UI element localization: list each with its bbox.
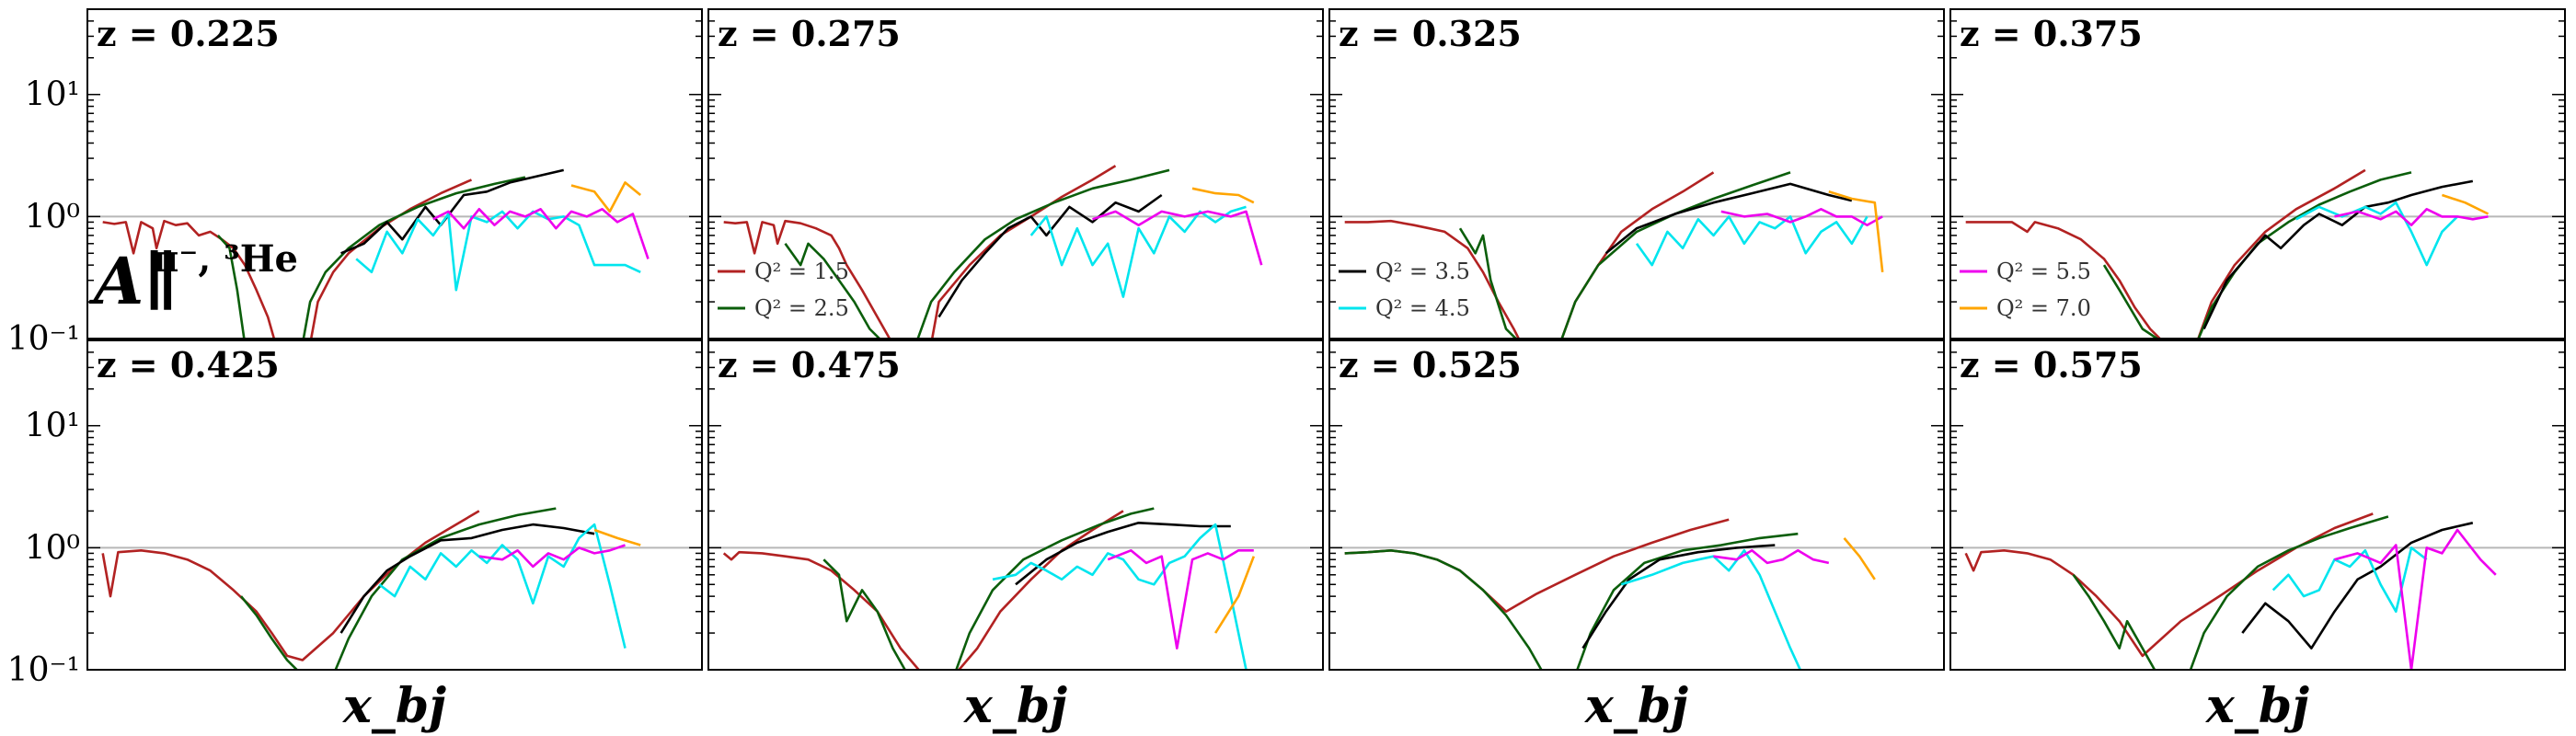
series-line-q2-4.5 — [355, 210, 641, 292]
panel-4: z = 0.375 — [1949, 8, 2566, 339]
series-line-q2-4.5 — [992, 523, 1248, 670]
series-line-q2-2.5 — [239, 507, 557, 670]
series-line-q2-5.5 — [1720, 208, 1883, 226]
panel-z-label: z = 0.375 — [1960, 13, 2143, 54]
series-line-q2-7.0 — [1191, 187, 1255, 204]
series-line-q2-4.5 — [378, 523, 627, 649]
panel-z-label: z = 0.475 — [718, 344, 901, 385]
panel-5: z = 0.425 — [86, 339, 703, 671]
panel-z-label: z = 0.575 — [1960, 344, 2143, 385]
series-line-q2-2.5 — [1344, 532, 1799, 670]
y-tick-labels: 10⁻¹ 10⁰ 10¹ 10⁻¹ 10⁰ 10¹ — [7, 76, 80, 689]
series-line-q2-7.0 — [1843, 537, 1876, 581]
series-line-q2-7.0 — [1828, 190, 1884, 272]
series-line-q2-3.5 — [937, 193, 1163, 318]
series-line-q2-3.5 — [339, 523, 595, 634]
legend-label: Q² = 1.5 — [754, 259, 849, 284]
panel-z-label: z = 0.525 — [1339, 344, 1522, 385]
series-line-q2-1.5 — [101, 510, 480, 661]
series-line-q2-3.5 — [1015, 522, 1231, 586]
series-line-q2-4.5 — [1635, 215, 1869, 267]
panel-frame — [86, 339, 703, 671]
panel-6: z = 0.475 — [707, 339, 1324, 671]
series-line-q2-1.5 — [102, 178, 473, 339]
legend-label: Q² = 3.5 — [1375, 259, 1470, 284]
panel-z-label: z = 0.425 — [97, 344, 280, 385]
series-line-q2-1.5 — [1964, 512, 2374, 658]
series-line-q2-7.0 — [1213, 556, 1256, 634]
legend-entry: Q² = 3.5 — [1339, 259, 1470, 284]
series-line-q2-7.0 — [593, 528, 641, 546]
x-axis-label: x_bj — [2205, 678, 2309, 734]
series-line-q2-4.5 — [2295, 201, 2459, 267]
panel-z-label: z = 0.225 — [97, 13, 280, 54]
series-line-q2-2.5 — [2072, 515, 2389, 670]
series-line-q2-2.5 — [1458, 171, 1791, 339]
series-line-q2-5.5 — [1092, 210, 1263, 266]
series-line-q2-2.5 — [784, 168, 1170, 339]
series-line-q2-5.5 — [1713, 549, 1830, 565]
x-axis-label: x_bj — [1584, 678, 1688, 734]
observable-superscript: π⁻, ³He — [152, 237, 298, 281]
series-line-q2-5.5 — [1107, 549, 1254, 650]
panel-8: z = 0.575 — [1949, 339, 2566, 671]
legend-label: Q² = 7.0 — [1996, 295, 2091, 321]
x-axis-label: x_bj — [342, 678, 446, 734]
series-line-q2-4.5 — [1620, 549, 1802, 670]
legend-entry: Q² = 1.5 — [718, 259, 849, 284]
series-line-q2-5.5 — [432, 208, 650, 259]
panel-1: z = 0.225 — [86, 8, 703, 339]
series-line-q2-3.5 — [1604, 182, 1853, 255]
series-line-q2-5.5 — [2334, 208, 2489, 226]
legend-entry: Q² = 7.0 — [1960, 295, 2091, 321]
series-line-q2-2.5 — [822, 507, 1155, 670]
panel-frame — [707, 8, 1324, 339]
x-axis-label: x_bj — [963, 678, 1067, 734]
y-tick-label: 10⁰ — [25, 529, 80, 567]
legend: Q² = 1.5 Q² = 2.5 Q² = 3.5 Q² = 4.5 Q² = 5.5… — [718, 259, 2091, 321]
legend-label: Q² = 4.5 — [1375, 295, 1470, 321]
series-line-q2-2.5 — [216, 176, 526, 339]
series-line-q2-1.5 — [1965, 168, 2366, 339]
legend-label: Q² = 2.5 — [754, 295, 849, 321]
y-tick-label: 10¹ — [25, 408, 80, 445]
series-line-q2-3.5 — [1581, 544, 1776, 650]
series-line-q2-7.0 — [570, 181, 642, 213]
panel-2: z = 0.275 — [707, 8, 1324, 339]
panel-7: z = 0.525 — [1328, 339, 1945, 671]
panel-frame — [1949, 8, 2566, 339]
panel-frame — [86, 8, 703, 339]
series-line-q2-7.0 — [2441, 193, 2490, 215]
observable-main: A∥ — [88, 243, 178, 319]
series-line-q2-1.5 — [1344, 518, 1730, 613]
panel-z-label: z = 0.275 — [718, 13, 901, 54]
panel-z-label: z = 0.325 — [1339, 13, 1522, 54]
x-axis-labels: x_bj x_bj x_bj x_bj — [342, 678, 2309, 734]
panel-frame — [1949, 339, 2566, 671]
legend-entry: Q² = 2.5 — [718, 295, 849, 321]
series-line-q2-2.5 — [2102, 171, 2412, 339]
series-line-q2-1.5 — [1344, 171, 1715, 339]
legend-label: Q² = 5.5 — [1996, 259, 2091, 284]
series-line-q2-5.5 — [478, 544, 626, 569]
series-line-q2-5.5 — [2334, 528, 2497, 670]
y-tick-label: 10⁰ — [25, 198, 80, 236]
legend-entry: Q² = 4.5 — [1339, 295, 1470, 321]
series-line-q2-1.5 — [722, 510, 1124, 670]
panel-frame — [1328, 339, 1945, 671]
y-tick-label: 10¹ — [25, 76, 80, 114]
observable-label: A∥ π⁻, ³He — [88, 237, 298, 319]
panel-frame — [1328, 8, 1945, 339]
panels-layer: z = 0.225 z = 0.275 z = 0.325 z = 0.375 z = … — [86, 8, 2566, 671]
panel-frame — [707, 339, 1324, 671]
y-tick-label: 10⁻¹ — [7, 320, 80, 358]
series-line-q2-4.5 — [1029, 205, 1247, 298]
series-line-q2-3.5 — [2202, 179, 2474, 330]
series-line-q2-3.5 — [2241, 522, 2474, 650]
legend-entry: Q² = 5.5 — [1960, 259, 2091, 284]
y-tick-label: 10⁻¹ — [7, 651, 80, 689]
panel-3: z = 0.325 — [1328, 8, 1945, 339]
